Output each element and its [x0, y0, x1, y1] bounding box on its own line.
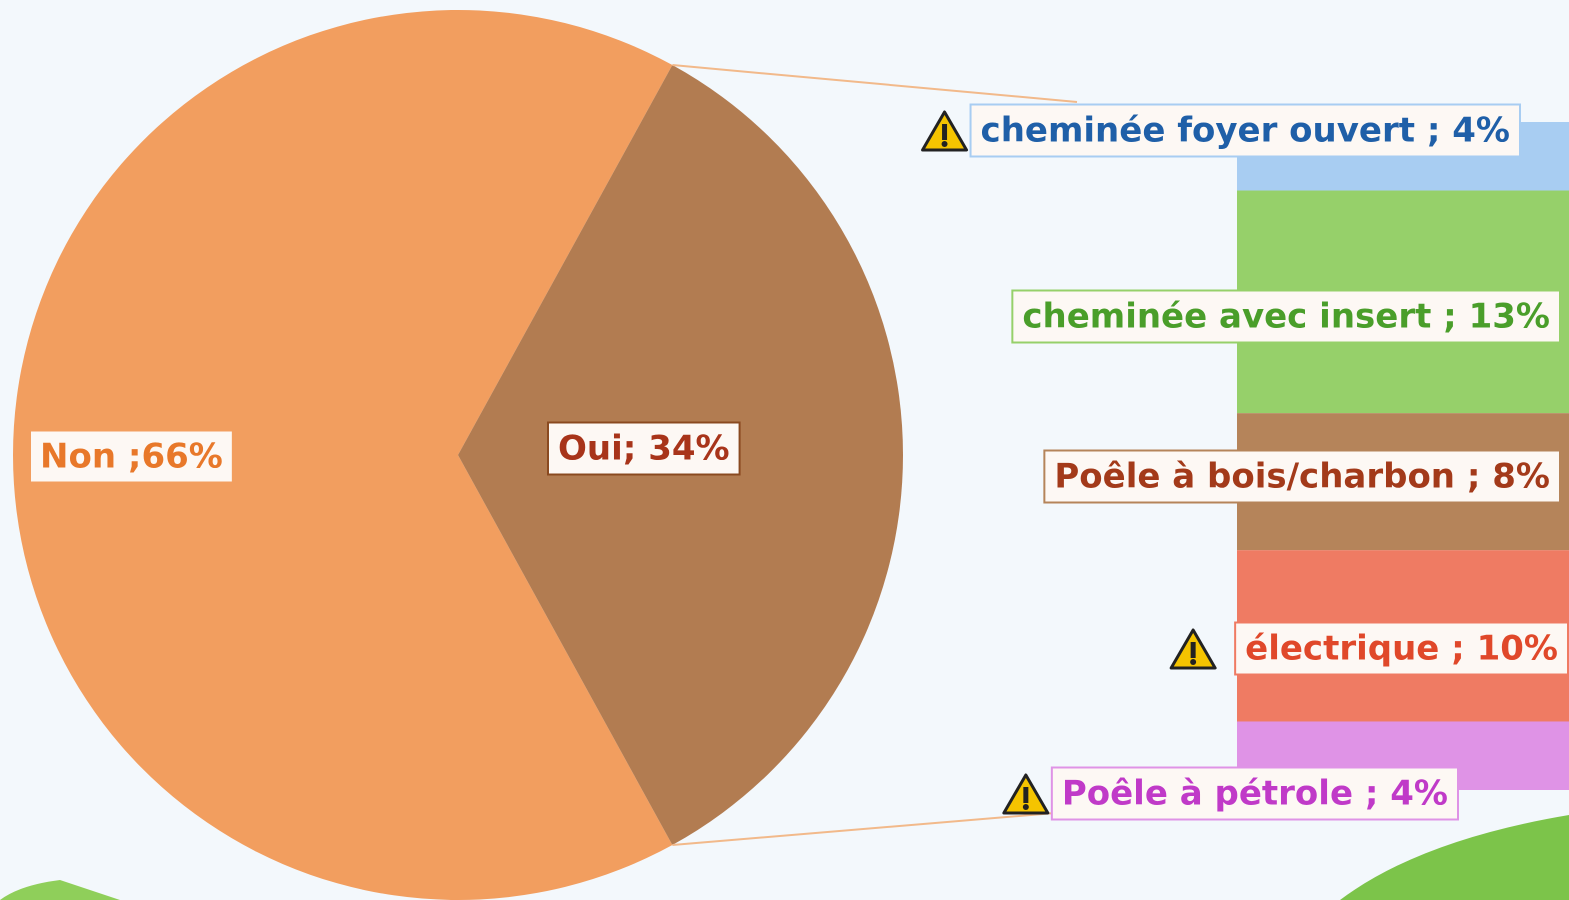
- label-text: électrique ; 10%: [1245, 629, 1558, 669]
- label-text: Poêle à bois/charbon ; 8%: [1054, 457, 1550, 497]
- warning-bar: [942, 124, 947, 140]
- warning-dot: [1023, 804, 1029, 810]
- label-text: Non ;66%: [40, 437, 223, 477]
- data-label: Oui; 34%: [548, 423, 740, 475]
- data-label: Poêle à pétrole ; 4%: [1052, 768, 1458, 820]
- data-label: cheminée foyer ouvert ; 4%: [971, 105, 1520, 157]
- data-label: cheminée avec insert ; 13%: [1012, 291, 1560, 343]
- warning-dot: [942, 141, 948, 147]
- warning-bar: [1023, 787, 1028, 803]
- page: Non ;66% Oui; 34% cheminée foyer ouvert ; …: [0, 0, 1569, 900]
- chart: Non ;66% Oui; 34% cheminée foyer ouvert ; …: [0, 0, 1569, 900]
- data-label: Non ;66%: [30, 431, 233, 483]
- label-text: Oui; 34%: [558, 429, 730, 469]
- label-text: cheminée avec insert ; 13%: [1022, 297, 1550, 337]
- warning-dot: [1190, 659, 1196, 665]
- data-label: Poêle à bois/charbon ; 8%: [1044, 451, 1560, 503]
- label-text: Poêle à pétrole ; 4%: [1062, 774, 1448, 814]
- warning-bar: [1191, 642, 1196, 658]
- data-label: électrique ; 10%: [1235, 623, 1568, 675]
- label-text: cheminée foyer ouvert ; 4%: [981, 111, 1510, 151]
